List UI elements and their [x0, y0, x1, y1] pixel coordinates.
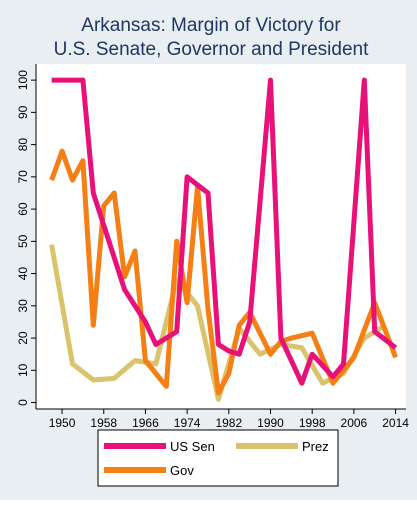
y-tick-label: 50: [16, 234, 30, 248]
y-tick-label: 60: [16, 202, 30, 216]
x-tick-label: 2006: [341, 416, 368, 430]
legend-label-gov: Gov: [170, 463, 194, 478]
series-line-us-sen: [51, 77, 398, 386]
x-tick-label: 1990: [257, 416, 284, 430]
series-line-gov: [49, 148, 398, 396]
x-tick-label: 1982: [215, 416, 242, 430]
x-tick-label: 1958: [90, 416, 117, 430]
y-tick-label: 40: [16, 267, 30, 281]
y-tick-label: 20: [16, 331, 30, 345]
legend: [97, 429, 339, 487]
legend-items: US Sen Prez Gov: [104, 439, 329, 478]
x-tick-label: 1998: [299, 416, 326, 430]
legend-label-us-sen: US Sen: [170, 439, 215, 454]
y-tick-label: 70: [16, 170, 30, 184]
y-tick-label: 80: [16, 138, 30, 152]
y-tick-label: 0: [16, 399, 30, 406]
x-tick-label: 1974: [174, 416, 201, 430]
y-tick-label: 10: [16, 363, 30, 377]
y-tick-label: 30: [16, 299, 30, 313]
axes: 0 10 20 30 40 50 60 70 80 90 100 1950 1958 1966 1974 19…: [16, 64, 409, 430]
legend-label-prez: Prez: [302, 439, 329, 454]
x-tick-label: 1950: [49, 416, 76, 430]
x-tick-label: 1966: [132, 416, 159, 430]
chart-subtitle: U.S. Senate, Governor and President: [54, 39, 369, 60]
series-lines: [49, 77, 398, 402]
y-tick-label: 100: [16, 70, 30, 90]
y-tick-label: 90: [16, 105, 30, 119]
x-tick-label: 2014: [382, 416, 409, 430]
chart-title: Arkansas: Margin of Victory for: [81, 15, 341, 36]
